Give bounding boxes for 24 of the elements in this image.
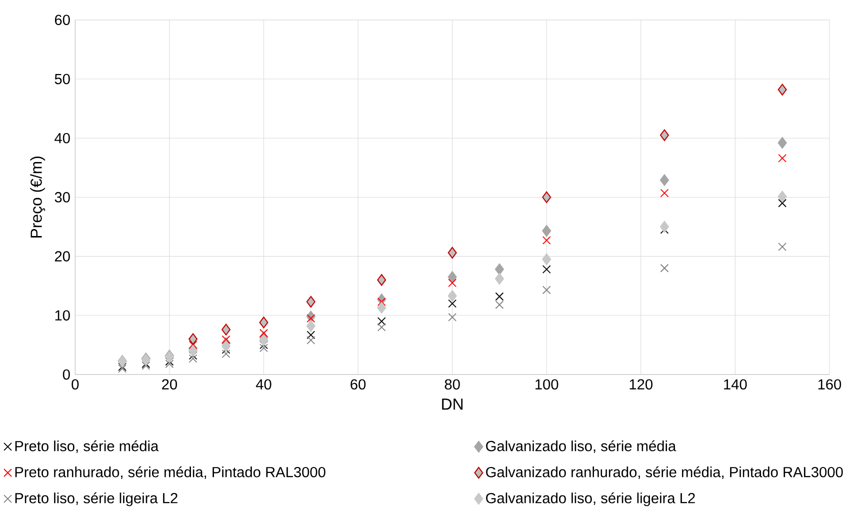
x-axis-title: DN <box>442 398 463 410</box>
x-tick-label: 40 <box>256 379 272 390</box>
y-tick-label: 40 <box>54 133 70 144</box>
x-tick-label: 120 <box>630 379 652 390</box>
x-tick-label: 60 <box>350 379 366 390</box>
y-tick-label: 20 <box>54 251 70 262</box>
x-tick-label: 100 <box>536 379 558 390</box>
legend-label: Galvanizado liso, série média <box>486 440 676 454</box>
y-tick-label: 60 <box>54 14 70 26</box>
y-tick-label: 30 <box>54 192 70 202</box>
x-tick-label: 20 <box>162 379 177 390</box>
x-tick-label: 0 <box>72 379 79 390</box>
y-axis-title: Preço (€/m) <box>30 156 46 238</box>
legend-label: Preto liso, série média <box>15 440 159 454</box>
y-tick-label: 0 <box>62 369 70 380</box>
x-tick-label: 160 <box>818 379 842 390</box>
x-tick-label: 140 <box>724 379 747 390</box>
y-tick-label: 10 <box>55 310 70 321</box>
y-tick-label: 50 <box>54 74 70 84</box>
legend-label: Galvanizado liso, série ligeira L2 <box>486 492 695 506</box>
legend-label: Galvanizado ranhurado, série média, Pintado RAL3000 <box>486 466 843 480</box>
x-tick-label: 80 <box>444 379 460 390</box>
legend-label: Preto ranhurado, série média, Pintado RAL3000 <box>15 466 326 480</box>
legend-label: Preto liso, série ligeira L2 <box>15 492 178 506</box>
